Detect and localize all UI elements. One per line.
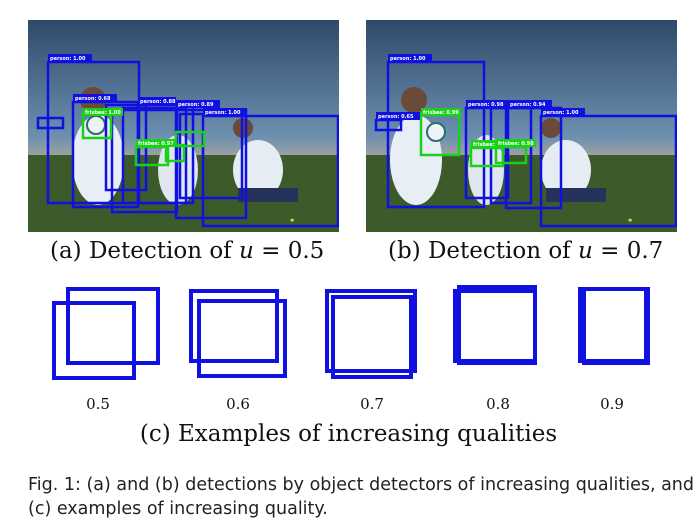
- photo-scene-b: person: 1.00 person: 0.98 person: 0.94 p…: [366, 20, 677, 232]
- caption-b-suffix: = 0.7: [592, 238, 664, 264]
- figure-caption: Fig. 1: (a) and (b) detections by object…: [28, 475, 694, 519]
- caption-b-var: u: [578, 238, 593, 264]
- label-b-2: person: 0.94: [510, 102, 546, 108]
- caption-c: (c) Examples of increasing qualities: [139, 421, 558, 447]
- photo-scene-a: person: 1.00 person: 0.68 person: 0.89 p…: [28, 20, 339, 232]
- caption-b: (b) Detection of u = 0.7: [388, 238, 663, 264]
- quality-label-2: 0.7: [360, 395, 384, 413]
- label-b-0: person: 1.00: [390, 56, 426, 62]
- caption-a-var: u: [239, 238, 254, 264]
- quality-example-0.7: [325, 289, 417, 379]
- caption-a-suffix: = 0.5: [253, 238, 325, 264]
- label-b-4: frisbee: 0.99: [423, 110, 459, 116]
- caption-a-prefix: (a) Detection of: [50, 238, 239, 264]
- label-a-3: person: 0.88: [140, 99, 176, 105]
- label-a-0: person: 1.00: [50, 56, 86, 62]
- label-b-1: person: 0.98: [468, 102, 504, 108]
- label-b-6: frisbee: 0.98: [498, 141, 534, 147]
- quality-example-0.8: [453, 285, 537, 365]
- detection-image-b: person: 1.00 person: 0.98 person: 0.94 p…: [366, 20, 677, 232]
- label-b-3: person: 0.65: [378, 114, 414, 120]
- quality-label-4: 0.9: [600, 395, 624, 413]
- quality-example-0.5: [52, 287, 160, 380]
- caption-a: (a) Detection of u = 0.5: [50, 238, 324, 264]
- label-a-4: frisbee: 1.00: [85, 110, 121, 116]
- quality-label-3: 0.8: [486, 395, 510, 413]
- quality-examples: [52, 285, 650, 380]
- label-a-2: person: 0.89: [178, 102, 214, 108]
- label-b-5: frisbee: 0.99: [473, 142, 509, 148]
- detection-image-a: person: 1.00 person: 0.68 person: 0.89 p…: [28, 20, 339, 232]
- quality-example-0.9: [578, 287, 650, 365]
- label-b-7: person: 1.00: [543, 110, 579, 116]
- label-a-6: person: 1.00: [205, 110, 241, 116]
- quality-label-1: 0.6: [226, 395, 250, 413]
- quality-example-0.6: [189, 289, 287, 378]
- label-a-1: person: 0.68: [75, 96, 111, 102]
- quality-label-0: 0.5: [86, 395, 110, 413]
- watermark-a: ✱: [290, 218, 295, 224]
- watermark-b: ✱: [628, 218, 633, 224]
- caption-b-prefix: (b) Detection of: [388, 238, 579, 264]
- label-a-5: frisbee: 0.97: [138, 141, 174, 147]
